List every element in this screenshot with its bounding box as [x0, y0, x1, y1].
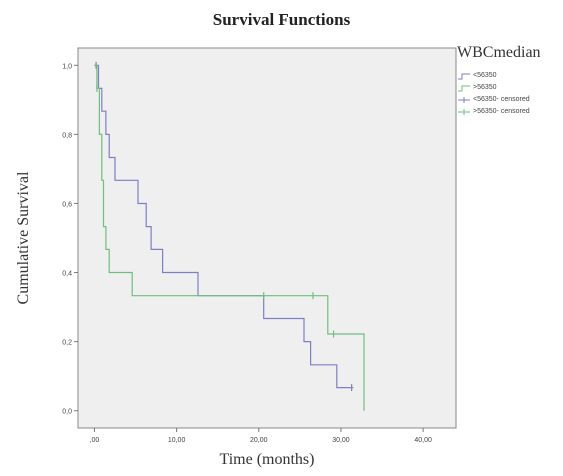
- series-layer: [94, 61, 365, 411]
- series-line-1: [94, 64, 354, 389]
- legend-item-censored-1: <56350- censored: [457, 94, 561, 105]
- legend-item-series-2: >56350: [457, 82, 561, 93]
- legend-line-swatch-2: [458, 85, 470, 91]
- legend-item-censored-2: >56350- censored: [457, 106, 561, 117]
- y-axis: 0,0 0,2 0,4 0,6 0,8 1,0: [62, 63, 78, 416]
- x-tick-label: 10,00: [168, 437, 186, 444]
- legend-censor-swatch-2: [458, 108, 470, 115]
- x-axis: ,00 10,00 20,00 30,00 40,00: [90, 428, 432, 444]
- x-tick-label: 40,00: [414, 437, 432, 444]
- x-tick-label: 30,00: [332, 437, 350, 444]
- chart-title: Survival Functions: [212, 10, 351, 29]
- legend-label-series-1: <56350: [473, 72, 497, 79]
- legend-label-series-2: >56350: [473, 84, 497, 91]
- y-tick-label: 0,4: [62, 271, 72, 278]
- y-tick-label: 0,8: [62, 132, 72, 139]
- x-tick-label: 20,00: [250, 437, 268, 444]
- legend-censor-swatch-1: [458, 96, 470, 103]
- legend: WBCmedian <56350 >56350 <56350- censored…: [457, 44, 561, 117]
- y-tick-label: 1,0: [62, 63, 72, 70]
- y-tick-label: 0,0: [62, 409, 72, 416]
- y-axis-label: Cumulative Survival: [15, 171, 32, 304]
- plot-area: [77, 47, 457, 429]
- y-tick-label: 0,6: [62, 201, 72, 208]
- series-line-2: [94, 64, 365, 411]
- y-tick-label: 0,2: [62, 340, 72, 347]
- legend-line-swatch-1: [458, 73, 470, 79]
- legend-title: WBCmedian: [457, 44, 541, 61]
- legend-items: <56350 >56350 <56350- censored >56350- c…: [457, 70, 561, 117]
- legend-label-censored-2: >56350- censored: [473, 108, 530, 115]
- x-tick-label: ,00: [90, 437, 100, 444]
- legend-label-censored-1: <56350- censored: [473, 96, 530, 103]
- x-axis-label: Time (months): [220, 451, 315, 468]
- legend-item-series-1: <56350: [457, 70, 561, 81]
